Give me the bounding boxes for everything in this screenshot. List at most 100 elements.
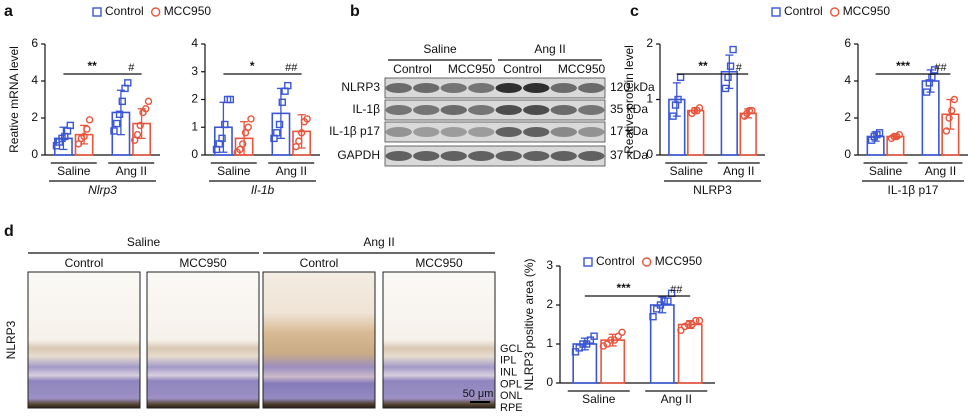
data-point [586, 336, 595, 344]
legend-marker [150, 7, 161, 17]
y-tick-label: 4 [191, 36, 198, 50]
data-point [571, 348, 580, 356]
data-point [950, 95, 959, 104]
blot-band [413, 83, 440, 93]
blot-band [495, 105, 522, 115]
blot-band [523, 151, 550, 161]
histology-image [262, 271, 376, 409]
significance-label: ## [934, 62, 947, 74]
data-point [599, 342, 608, 350]
data-point [669, 112, 677, 120]
data-point [875, 129, 884, 137]
data-point [275, 120, 284, 129]
significance-label: *** [617, 281, 631, 295]
data-point [695, 316, 704, 325]
blot-band [578, 127, 605, 137]
data-point [607, 336, 615, 344]
data-point [297, 129, 306, 137]
y-tick-label: 2 [844, 110, 851, 124]
blot-band [550, 151, 577, 161]
data-point [130, 136, 139, 144]
y-tick-label: 2 [546, 297, 553, 311]
blot-size: 37 kDa [610, 148, 648, 162]
retina-layer: RPE [500, 402, 523, 414]
x-tick-label: Ang II [116, 164, 147, 178]
x-tick-label: Ang II [723, 164, 754, 178]
blot-strip [384, 77, 606, 99]
data-point [748, 106, 756, 115]
y-axis-label: Reative mRNA level [7, 46, 21, 153]
x-tick-label: Ang II [925, 164, 956, 178]
x-tick-label: Saline [57, 164, 91, 178]
y-tick-label: 3 [546, 258, 553, 272]
data-point [677, 326, 685, 335]
data-point [579, 340, 587, 348]
data-point [115, 110, 124, 119]
data-point [80, 132, 88, 141]
retina-layer: GCL [500, 343, 523, 355]
retina-layer: INL [500, 367, 517, 379]
blot-band [440, 151, 467, 161]
x-axis-label: Nlrp3 [88, 183, 117, 197]
data-point [922, 88, 931, 96]
data-point [618, 328, 626, 336]
x-tick-label: Saline [670, 164, 704, 178]
y-tick-label: 2 [191, 92, 198, 106]
data-point [649, 313, 657, 321]
blot-protein: IL-1β p17 [329, 124, 380, 138]
data-point [110, 127, 118, 135]
significance-label: * [250, 59, 255, 73]
legend-label: Control [596, 254, 635, 268]
data-point [74, 140, 83, 148]
data-point [582, 340, 591, 348]
data-point [247, 115, 255, 123]
blot-strip [384, 121, 606, 143]
data-point [85, 116, 94, 124]
data-point [221, 120, 229, 129]
y-tick-label: 0 [844, 147, 851, 161]
blot-band [385, 105, 412, 115]
x-tick-label: Saline [217, 164, 251, 178]
legend-label: MCC950 [843, 4, 891, 18]
data-point [721, 84, 730, 93]
blot-band [550, 105, 577, 115]
data-point [660, 297, 668, 305]
y-tick-label: 0 [191, 147, 198, 161]
y-axis-label: Reative protein level [622, 45, 636, 154]
blot-band [550, 127, 577, 137]
data-point [284, 81, 292, 90]
blot-band [468, 105, 495, 115]
data-point [144, 97, 153, 106]
data-point [590, 332, 598, 340]
data-point [664, 297, 672, 305]
data-point [236, 145, 244, 154]
panel-letter: b [350, 3, 360, 20]
data-point [303, 115, 311, 123]
histology-image [27, 271, 141, 409]
data-point [66, 121, 75, 130]
blot-lane: MCC950 [448, 62, 496, 76]
data-point [692, 316, 700, 325]
retina-layer: OPL [500, 378, 522, 390]
data-point [218, 134, 226, 143]
significance-label: ## [670, 284, 683, 296]
y-tick-label: 3 [191, 64, 198, 78]
data-point [133, 130, 142, 139]
data-point [614, 332, 622, 340]
significance-label: # [128, 62, 135, 74]
histology-group: Saline [127, 235, 161, 249]
data-point [724, 73, 732, 82]
blot-size: 17 kDa [610, 124, 648, 138]
blot-band [578, 83, 605, 93]
y-tick-label: 0 [646, 147, 653, 161]
data-point [273, 129, 281, 137]
retina-layer: IPL [500, 355, 517, 367]
significance-label: ** [698, 59, 708, 73]
data-point [83, 125, 91, 133]
data-point [726, 62, 735, 70]
blot-band [578, 105, 605, 115]
significance-label: ** [87, 59, 97, 73]
data-point [124, 79, 132, 87]
legend-label: Control [784, 4, 823, 18]
